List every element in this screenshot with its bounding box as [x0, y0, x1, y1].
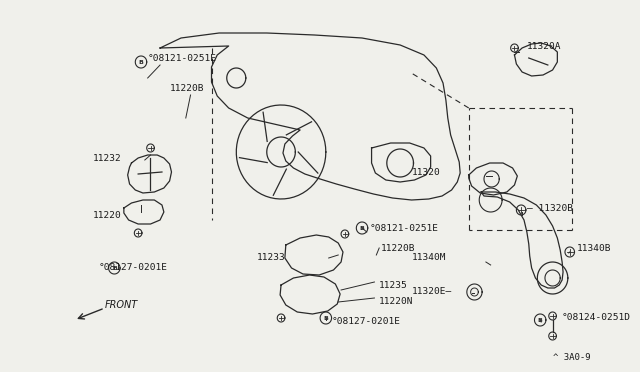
Text: 11320E–: 11320E–	[412, 288, 452, 296]
Text: B: B	[323, 315, 328, 321]
Text: 11220N: 11220N	[379, 298, 413, 307]
Text: 11320A: 11320A	[527, 42, 561, 51]
Text: °08121-0251E: °08121-0251E	[370, 224, 438, 232]
Text: 11340B: 11340B	[577, 244, 611, 253]
Text: B: B	[112, 266, 116, 270]
Text: ^ 3A0-9: ^ 3A0-9	[553, 353, 591, 362]
Text: °08124-0251D: °08124-0251D	[562, 314, 631, 323]
Text: 11233: 11233	[257, 253, 286, 263]
Text: 11235: 11235	[379, 280, 408, 289]
Text: B: B	[360, 225, 364, 231]
Text: °08127-0201E: °08127-0201E	[99, 263, 168, 273]
Text: 11220: 11220	[92, 211, 121, 219]
Text: B: B	[538, 317, 543, 323]
Text: 11220B: 11220B	[381, 244, 415, 253]
Text: FRONT: FRONT	[105, 300, 138, 310]
Text: °08121-0251E: °08121-0251E	[148, 54, 217, 62]
Text: 11340M: 11340M	[412, 253, 446, 263]
Text: B: B	[139, 60, 143, 64]
Text: °08127-0201E: °08127-0201E	[332, 317, 401, 327]
Text: – 11320B: – 11320B	[527, 203, 573, 212]
Text: 11232: 11232	[92, 154, 121, 163]
Text: 11220B: 11220B	[170, 83, 204, 93]
Text: 11320: 11320	[412, 167, 440, 176]
